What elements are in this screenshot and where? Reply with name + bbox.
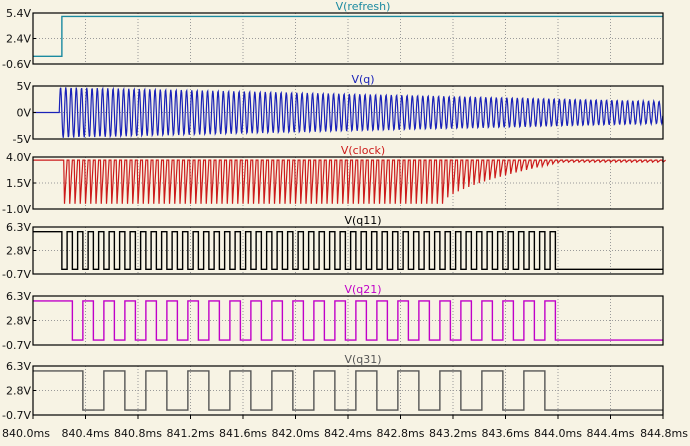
series-title: V(refresh): [336, 0, 391, 13]
series-q31: [33, 370, 663, 411]
series-title: V(q31): [344, 353, 381, 366]
x-tick-label: 840.4ms: [62, 427, 110, 440]
y-tick-label: 2.4V: [6, 33, 31, 46]
x-tick-label: 841.6ms: [219, 427, 267, 440]
series-refresh: [33, 15, 663, 58]
y-tick-label: 5.4V: [6, 7, 31, 20]
y-tick-label: -0.7V: [2, 268, 31, 281]
y-tick-label: 1.5V: [6, 177, 31, 190]
x-tick-label: 840.0ms: [2, 427, 50, 440]
y-tick-label: 4.0V: [6, 151, 31, 164]
series-q11: [33, 231, 663, 270]
y-tick-label: -1.0V: [2, 203, 31, 216]
pane-q21: 6.3V 2.8V -0.7V V(q21): [2, 283, 664, 352]
series-title: V(q): [351, 73, 374, 86]
x-tick-label: 843.2ms: [429, 427, 477, 440]
pane-clock: 4.0V 1.5V -1.0V V(clock): [2, 144, 666, 216]
series-clock: [33, 159, 666, 204]
x-tick-label: 844.4ms: [587, 427, 635, 440]
y-tick-label: -0.7V: [2, 339, 31, 352]
pane-q31: 6.3V 2.8V -0.7V V(q31): [2, 353, 664, 422]
x-tick-label: 844.0ms: [534, 427, 582, 440]
y-tick-label: -0.6V: [2, 58, 31, 71]
y-tick-label: -5V: [13, 133, 32, 146]
pane-q: 5V 0V -5V V(q): [13, 73, 664, 146]
x-tick-label: 842.8ms: [377, 427, 425, 440]
y-tick-label: 6.3V: [6, 221, 31, 234]
y-tick-label: 2.8V: [6, 385, 31, 398]
y-tick-label: 5V: [16, 80, 31, 93]
y-tick-label: 6.3V: [6, 290, 31, 303]
x-tick-label: 843.6ms: [482, 427, 530, 440]
series-q21: [33, 300, 663, 341]
series-title: V(q11): [344, 214, 381, 227]
x-tick-label: 841.2ms: [167, 427, 215, 440]
x-tick-label: 842.4ms: [324, 427, 372, 440]
y-tick-label: -0.7V: [2, 409, 31, 422]
y-tick-label: 2.8V: [6, 245, 31, 258]
y-tick-label: 2.8V: [6, 315, 31, 328]
x-tick-label: 840.8ms: [114, 427, 162, 440]
series-title: V(clock): [341, 144, 385, 157]
x-tick-label: 844.8ms: [640, 427, 688, 440]
series-title: V(q21): [344, 283, 381, 296]
pane-refresh: 5.4V 2.4V -0.6V V(refresh): [2, 0, 664, 71]
pane-q11: 6.3V 2.8V -0.7V V(q11): [2, 214, 664, 281]
x-tick-label: 842.0ms: [272, 427, 320, 440]
y-tick-label: 0V: [16, 107, 31, 120]
y-tick-label: 6.3V: [6, 360, 31, 373]
series-q: [33, 86, 664, 139]
